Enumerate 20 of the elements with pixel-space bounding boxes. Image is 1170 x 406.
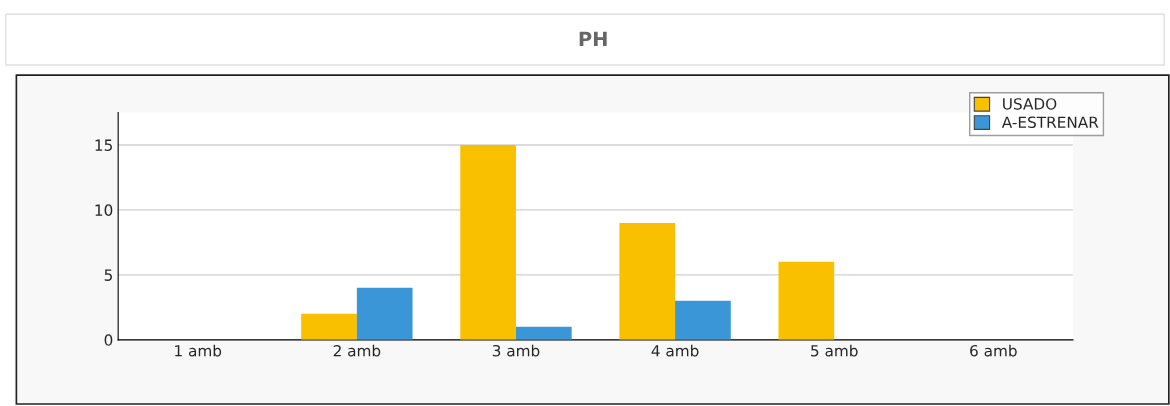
bar bbox=[356, 287, 413, 340]
x-tick-label: 1 amb bbox=[175, 344, 222, 357]
bar bbox=[460, 144, 516, 340]
chart-title: PH bbox=[579, 31, 607, 46]
legend-label: USADO bbox=[1003, 98, 1057, 110]
bar bbox=[515, 326, 572, 340]
x-tick-label: 3 amb bbox=[492, 344, 540, 357]
bar bbox=[675, 300, 731, 340]
y-tick-label: 0 bbox=[104, 334, 113, 346]
y-tick-label: 5 bbox=[104, 269, 112, 281]
bar bbox=[619, 222, 676, 340]
x-tick-label: 2 amb bbox=[333, 344, 381, 357]
x-tick-label: 4 amb bbox=[651, 344, 699, 357]
legend-label: A-ESTRENAR bbox=[1001, 116, 1099, 128]
x-tick-label: 5 amb bbox=[811, 344, 858, 357]
bar bbox=[778, 261, 835, 340]
x-tick-label: 6 amb bbox=[970, 344, 1017, 357]
bar bbox=[301, 313, 357, 340]
y-tick-label: 10 bbox=[95, 204, 113, 216]
y-tick-label: 15 bbox=[95, 139, 112, 151]
